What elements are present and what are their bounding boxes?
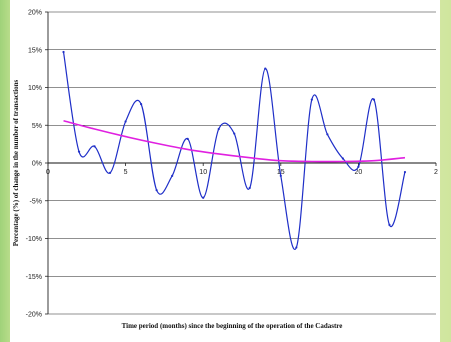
x-tick-label: 2 bbox=[434, 169, 438, 176]
y-tick-label: 20% bbox=[28, 10, 42, 17]
data-point bbox=[341, 157, 344, 160]
y-tick-label: 15% bbox=[28, 47, 42, 54]
series-lines bbox=[62, 50, 407, 251]
x-tick-label: 10 bbox=[199, 169, 207, 176]
y-tick-label: 0% bbox=[32, 161, 42, 168]
x-tick-label: 0 bbox=[46, 169, 50, 176]
x-tick-label: 5 bbox=[124, 169, 128, 176]
data-point bbox=[171, 174, 174, 177]
data-point bbox=[77, 150, 81, 153]
y-tick-label: -20% bbox=[26, 312, 42, 319]
series-line-trend bbox=[63, 119, 406, 163]
data-point bbox=[357, 165, 360, 168]
data-point bbox=[155, 189, 158, 192]
data-point bbox=[62, 50, 65, 54]
y-tick-label: -15% bbox=[26, 274, 42, 281]
data-point bbox=[93, 145, 96, 148]
series-line-transactions bbox=[62, 51, 406, 251]
y-tick-label: -5% bbox=[30, 198, 42, 205]
data-point bbox=[140, 103, 143, 106]
data-point bbox=[186, 137, 189, 140]
data-point bbox=[310, 98, 313, 101]
data-point bbox=[403, 170, 407, 174]
data-point bbox=[248, 186, 251, 190]
data-point bbox=[264, 67, 267, 70]
data-point bbox=[279, 174, 282, 177]
data-point bbox=[233, 132, 236, 135]
data-point bbox=[217, 127, 220, 131]
x-tick-label: 20 bbox=[355, 169, 363, 176]
data-point bbox=[124, 120, 127, 123]
x-axis-label: Time period (months) since the beginning… bbox=[122, 322, 343, 330]
chart-panel: 20% 15% 10% 5% 0% -5% -10% -15% -20% 0 5 10 15 20 2 P… bbox=[10, 0, 440, 342]
data-point bbox=[295, 246, 298, 249]
y-tick-labels: 20% 15% 10% 5% 0% -5% -10% -15% -20% bbox=[26, 10, 42, 319]
axes bbox=[47, 12, 437, 314]
data-point bbox=[108, 171, 112, 174]
data-point bbox=[388, 223, 391, 227]
y-tick-label: -10% bbox=[26, 236, 42, 243]
y-tick-label: 5% bbox=[32, 123, 42, 130]
data-point bbox=[202, 196, 205, 199]
y-tick-label: 10% bbox=[28, 85, 42, 92]
data-point bbox=[372, 98, 376, 101]
y-axis-label: Percentage (%) of change in the number o… bbox=[12, 79, 20, 246]
data-point bbox=[326, 133, 329, 136]
line-chart: 20%15%10%5%0%-5%-10%-15%-20% 0 5 10 15 20 2 P… bbox=[12, 10, 438, 331]
